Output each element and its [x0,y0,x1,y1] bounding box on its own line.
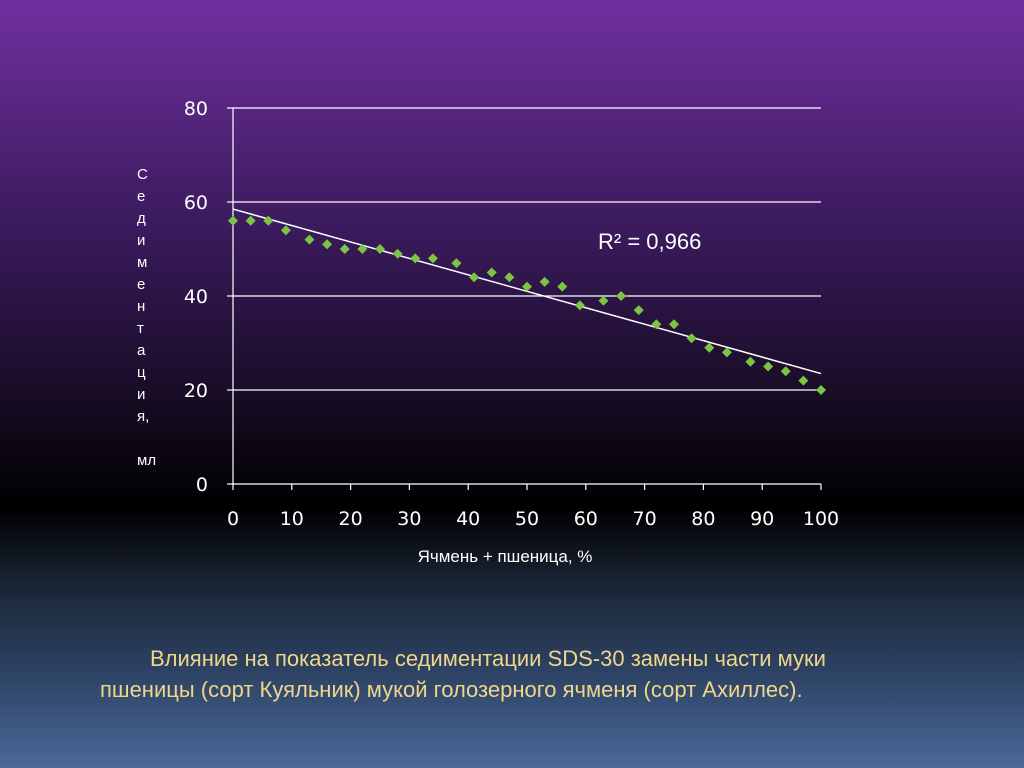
data-point [557,281,568,292]
data-point [469,272,480,283]
y-tick-label: 20 [184,380,208,402]
x-tick-label: 20 [339,508,363,530]
data-point [245,215,256,226]
data-point [263,215,274,226]
data-points [228,215,826,395]
x-tick-label: 10 [280,508,304,530]
data-point [357,244,368,254]
y-axis-label-char: и [137,386,145,403]
x-tick-label: 30 [397,508,421,530]
data-point [763,361,774,372]
y-tick-labels: 0 20 40 60 80 [184,98,208,496]
data-point [574,300,585,311]
caption-line-2: пшеницы (сорт Куяльник) мукой голозерног… [100,677,803,702]
x-tick-label: 0 [227,508,239,530]
data-point [410,253,421,264]
r-squared-annotation: R² = 0,966 [598,229,701,254]
data-point [451,258,462,269]
x-tick-label: 80 [691,508,715,530]
data-point [798,375,809,386]
x-tick-label: 50 [515,508,539,530]
data-point [522,281,532,292]
data-point [228,215,238,226]
x-tick-label: 40 [456,508,480,530]
data-point [539,276,550,287]
y-axis-label-char: и [137,232,145,249]
y-axis-label-char: е [137,188,145,205]
data-point [504,272,515,283]
data-point [339,244,350,254]
y-axis-label-char: т [137,320,144,337]
y-axis-label-char: С [137,166,148,183]
data-point [616,291,627,301]
y-tick-label: 40 [184,286,208,308]
gridlines [227,107,821,485]
data-point [486,267,497,278]
x-tick-label: 70 [633,508,657,530]
x-tick-label: 60 [574,508,598,530]
x-tick-label: 90 [750,508,774,530]
data-point [704,342,715,353]
y-axis-label-char: ц [137,364,146,381]
data-point [304,234,315,245]
y-axis-label-char: а [137,342,146,359]
data-point [392,248,403,259]
data-point [633,305,644,316]
data-point [375,244,385,254]
y-axis-label-char: н [137,298,145,315]
x-tick-labels: 0 10 20 30 40 50 60 70 80 90 100 [227,508,839,530]
y-tick-label: 80 [184,98,208,120]
x-axis-label: Ячмень + пшеница, % [418,547,593,566]
y-tick-label: 0 [196,474,208,496]
axes [232,108,822,490]
y-axis-label-char: д [137,210,146,227]
data-point [669,319,679,330]
data-point [280,225,291,236]
data-point [427,253,438,264]
data-point [816,385,826,395]
data-point [322,239,333,250]
figure-caption: Влияние на показатель седиментации SDS-3… [100,643,960,705]
data-point [745,356,756,367]
caption-line-1: Влияние на показатель седиментации SDS-3… [150,646,826,671]
y-axis-label-char: е [137,276,145,293]
y-axis-label-char: м [137,254,147,271]
y-axis-label-char: мл [137,452,156,469]
data-point [721,347,732,358]
y-axis-label-char: я, [137,408,149,425]
y-tick-label: 60 [184,192,208,214]
data-point [651,319,662,330]
data-point [686,333,697,344]
data-point [598,295,609,306]
x-tick-label: 100 [803,508,839,530]
data-point [780,366,791,377]
